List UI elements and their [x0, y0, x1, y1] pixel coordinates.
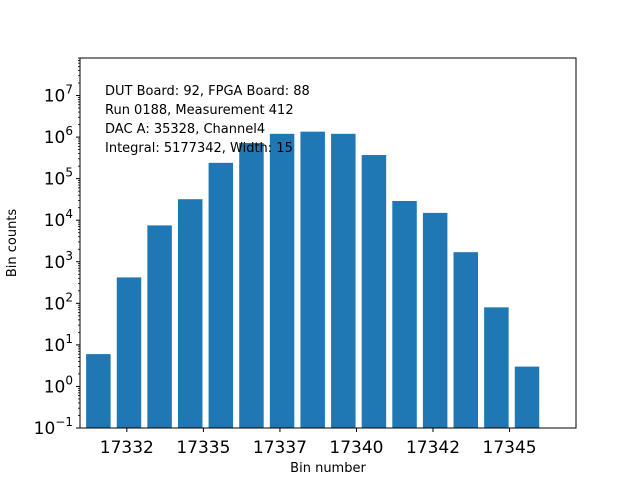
bar: [147, 225, 172, 428]
bar: [453, 252, 479, 428]
y-tick-label: 104: [44, 207, 73, 231]
y-tick-exponent: 5: [65, 166, 73, 180]
bar: [422, 212, 448, 428]
bar: [116, 277, 142, 428]
y-tick-base: 10: [34, 419, 56, 439]
y-tick-exponent: 1: [65, 332, 73, 346]
x-tick-label: 17345: [483, 438, 537, 458]
bar: [239, 143, 264, 428]
bar: [361, 155, 387, 428]
annotation-line: DUT Board: 92, FPGA Board: 88: [105, 84, 310, 99]
y-tick-exponent: 3: [65, 249, 73, 263]
x-axis-label: Bin number: [290, 461, 366, 476]
annotation-box: DUT Board: 92, FPGA Board: 88 Run 0188, M…: [105, 84, 310, 156]
annotation-line: Integral: 5177342, Width: 15: [105, 141, 293, 156]
x-axis-ticks: 17332 17335 17337 17340 17342 17345: [100, 428, 537, 458]
y-tick-label: 107: [44, 83, 73, 107]
bars-group: [86, 131, 540, 429]
y-axis-label: Bin counts: [5, 209, 20, 278]
y-tick-exponent: 2: [65, 290, 73, 304]
y-tick-base: 10: [44, 253, 66, 273]
y-tick-exponent: 4: [65, 207, 73, 221]
plot-frame: [79, 57, 577, 429]
x-tick-label: 17337: [253, 438, 307, 458]
bar: [300, 131, 325, 429]
y-tick-base: 10: [44, 211, 66, 231]
y-tick-label: 10−1: [34, 415, 73, 439]
y-tick-base: 10: [44, 87, 66, 107]
y-tick-label: 100: [44, 373, 73, 397]
bar: [331, 133, 356, 429]
y-tick-base: 10: [44, 170, 66, 190]
y-tick-base: 10: [44, 336, 66, 356]
y-tick-label: 103: [44, 249, 73, 273]
x-tick-label: 17332: [100, 438, 154, 458]
bar: [177, 199, 203, 428]
y-tick-exponent: 0: [65, 373, 73, 387]
bar: [392, 200, 417, 428]
y-tick-label: 102: [44, 290, 73, 314]
bar: [86, 354, 111, 428]
y-tick-base: 10: [44, 128, 66, 148]
y-tick-exponent: −1: [55, 415, 73, 429]
y-tick-exponent: 7: [65, 83, 73, 97]
bar: [514, 366, 540, 428]
x-tick-label: 17335: [176, 438, 230, 458]
y-tick-label: 106: [44, 124, 73, 148]
x-tick-label: 17340: [329, 438, 383, 458]
y-tick-base: 10: [44, 294, 66, 314]
y-tick-base: 10: [44, 377, 66, 397]
bar: [208, 162, 234, 428]
bar: [269, 133, 295, 429]
y-tick-exponent: 6: [65, 124, 73, 138]
y-tick-label: 101: [44, 332, 73, 356]
x-tick-label: 17342: [406, 438, 460, 458]
y-tick-label: 105: [44, 166, 73, 190]
annotation-line: DAC A: 35328, Channel4: [105, 122, 265, 137]
annotation-line: Run 0188, Measurement 412: [105, 103, 294, 118]
bar: [484, 307, 509, 428]
